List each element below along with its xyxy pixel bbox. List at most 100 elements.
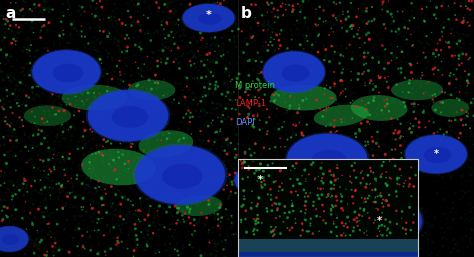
Point [54, 157, 61, 161]
Point [415, 42, 423, 46]
Point [3, 27, 11, 31]
Point [160, 19, 168, 23]
Point [335, 16, 342, 20]
Point [318, 193, 326, 197]
Point [139, 69, 147, 73]
Point [287, 172, 294, 176]
Point [165, 135, 173, 140]
Point [276, 136, 284, 140]
Point [204, 0, 212, 4]
Point [230, 182, 238, 186]
Point [468, 217, 474, 221]
Point [399, 98, 406, 102]
Point [201, 38, 209, 42]
Point [81, 129, 88, 133]
Point [388, 123, 396, 127]
Point [372, 187, 379, 191]
Point [273, 156, 281, 160]
Point [403, 215, 411, 219]
Point [270, 228, 277, 233]
Point [213, 130, 220, 134]
Point [362, 168, 369, 172]
Point [208, 252, 216, 256]
Point [427, 119, 434, 123]
Point [200, 89, 208, 93]
Point [207, 111, 215, 115]
Point [267, 35, 274, 40]
Point [281, 71, 288, 75]
Point [347, 70, 355, 74]
Point [9, 180, 17, 185]
Point [462, 4, 470, 8]
Point [23, 99, 31, 103]
Point [207, 79, 214, 83]
Point [403, 69, 410, 73]
Point [394, 170, 402, 175]
Point [365, 20, 373, 24]
Point [365, 194, 373, 198]
Point [269, 229, 277, 233]
Point [468, 26, 474, 31]
Point [263, 133, 271, 137]
Point [8, 134, 16, 139]
Point [133, 15, 140, 19]
Point [95, 235, 102, 239]
Point [138, 161, 146, 165]
Point [270, 27, 277, 31]
Point [100, 194, 107, 198]
Point [123, 170, 130, 174]
Point [428, 93, 436, 97]
Point [162, 139, 170, 143]
Point [408, 63, 416, 67]
Point [382, 53, 389, 57]
Point [257, 199, 264, 203]
Point [59, 109, 66, 113]
Point [51, 167, 58, 171]
Point [465, 126, 473, 130]
Point [121, 72, 128, 76]
Point [112, 250, 119, 254]
Point [132, 110, 140, 114]
Point [339, 54, 347, 58]
Point [239, 201, 247, 205]
Point [179, 209, 187, 213]
Point [362, 108, 369, 113]
Point [155, 106, 163, 110]
Point [0, 61, 4, 65]
Point [199, 82, 206, 86]
Point [432, 144, 440, 148]
Point [188, 132, 195, 136]
Point [294, 111, 301, 115]
Point [369, 140, 377, 144]
Point [332, 253, 339, 257]
Point [71, 26, 79, 30]
Point [165, 34, 173, 38]
Point [75, 85, 83, 89]
Point [61, 168, 68, 172]
Point [175, 94, 182, 98]
Point [335, 102, 342, 106]
Point [187, 80, 195, 84]
Point [359, 41, 366, 45]
Point [463, 52, 470, 57]
Point [250, 238, 257, 242]
Point [254, 133, 262, 137]
Point [382, 173, 390, 177]
Point [295, 181, 303, 186]
Point [107, 18, 114, 22]
Point [398, 50, 406, 54]
Point [390, 54, 397, 58]
Point [132, 239, 139, 243]
Point [114, 124, 122, 128]
Point [380, 83, 388, 87]
Point [224, 143, 231, 148]
Point [43, 252, 50, 256]
Point [115, 18, 123, 22]
Point [431, 92, 438, 96]
Point [75, 102, 82, 106]
Point [102, 192, 109, 196]
Point [361, 24, 368, 28]
Point [215, 217, 222, 221]
Point [58, 183, 66, 187]
Point [117, 227, 124, 232]
